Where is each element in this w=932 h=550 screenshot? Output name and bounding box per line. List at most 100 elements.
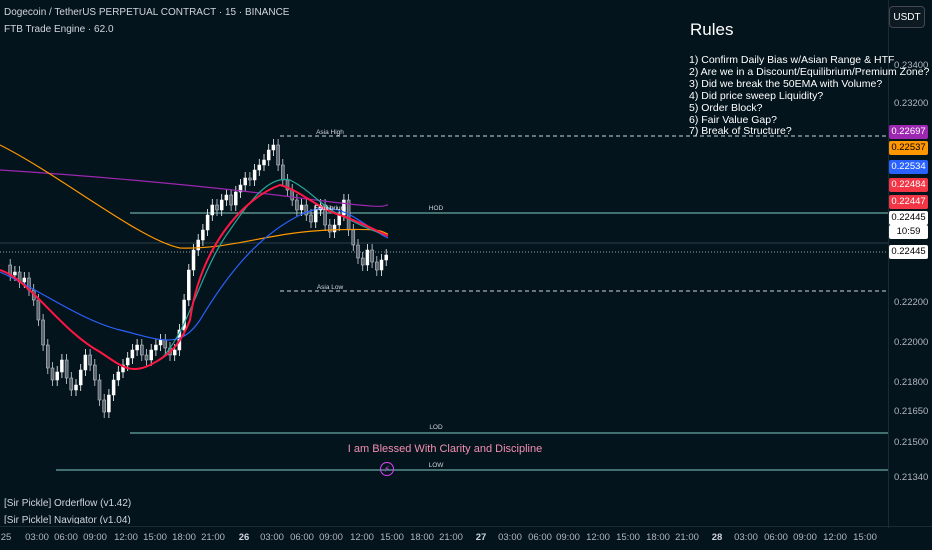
rule-item: 3) Did we break the 50EMA with Volume?	[689, 77, 883, 90]
candle-body	[276, 144, 280, 166]
last-price-tag: 0.22445	[889, 245, 928, 259]
candle-body	[83, 354, 88, 371]
candle-body	[64, 359, 69, 379]
candle-body	[78, 369, 83, 386]
candle-body	[234, 191, 238, 206]
candle-body	[248, 177, 252, 181]
candle-body	[187, 269, 191, 301]
candle-body	[102, 399, 106, 413]
rule-item: 5) Order Block?	[689, 101, 763, 114]
candle-body	[125, 357, 130, 366]
candle-body	[111, 379, 116, 396]
candle-body	[295, 199, 299, 211]
time-scale-divider	[0, 526, 932, 527]
equilibrium-label: Equilibrium	[313, 205, 347, 212]
candle-body	[182, 299, 186, 331]
time-axis-label: 15:00	[853, 532, 877, 543]
navigator-indicator-legend[interactable]: [Sir Pickle] Navigator (v1.04)	[4, 515, 131, 524]
time-axis-label: 21:00	[675, 532, 699, 543]
candle-body	[97, 379, 102, 401]
candle-body	[22, 277, 27, 283]
candle-body	[201, 229, 205, 241]
ema-orange-line	[0, 144, 389, 249]
rule-item: 2) Are we in a Discount/Equilibrium/Prem…	[689, 65, 930, 78]
candle-body	[107, 394, 111, 413]
time-axis-label: 15:00	[616, 532, 640, 543]
time-axis-label: 09:00	[319, 532, 343, 543]
price-axis-label: 0.22000	[894, 337, 929, 348]
candle-body	[205, 214, 210, 231]
level-lines	[0, 135, 888, 471]
candle-body	[266, 149, 271, 161]
rule-item: 4) Did price sweep Liquidity?	[689, 89, 824, 102]
price-tag-orange: 0.22537	[889, 141, 928, 155]
candle-body	[337, 214, 341, 226]
candle-body	[215, 204, 219, 211]
time-axis-label: 15:00	[380, 532, 404, 543]
candle-body	[281, 164, 285, 181]
rule-item: 7) Break of Structure?	[689, 125, 792, 138]
time-axis-label: 12:00	[350, 532, 374, 543]
price-tag-red: 0.22484	[889, 178, 928, 192]
candle-body	[46, 344, 50, 369]
candle-body	[309, 214, 313, 223]
candle-body	[370, 249, 374, 263]
candle-body	[262, 159, 266, 166]
candle-body	[135, 344, 139, 351]
candle-body	[140, 344, 144, 356]
candle-body	[41, 319, 45, 346]
currency-button[interactable]: USDT	[889, 6, 925, 28]
candle-body	[219, 199, 224, 211]
indicator-legend[interactable]: FTB Trade Engine · 62.0	[4, 24, 114, 35]
candle-body	[55, 371, 59, 381]
price-tag-purple: 0.22697	[889, 125, 928, 139]
candle-body	[351, 229, 356, 246]
symbol-title[interactable]: Dogecoin / TetherUS PERPETUAL CONTRACT ·…	[4, 7, 290, 18]
time-axis-label: 18:00	[172, 532, 196, 543]
price-scale-divider	[888, 0, 889, 528]
moving-averages	[0, 144, 389, 371]
time-axis-label: 03:00	[734, 532, 758, 543]
rule-item: 1) Confirm Daily Bias w/Asian Range & HT…	[689, 54, 895, 66]
candle-body	[224, 194, 229, 201]
price-axis-label: 0.21500	[894, 437, 929, 448]
candle-body	[342, 199, 346, 216]
candle-body	[116, 371, 121, 381]
price-axis-label: 0.23200	[894, 98, 929, 109]
candle-body	[229, 194, 233, 206]
candle-body	[304, 204, 309, 216]
candle-body	[328, 224, 332, 233]
time-axis-label: 03:00	[25, 532, 49, 543]
candle-body	[74, 384, 78, 391]
last-price-tag: 0.22445	[889, 211, 928, 225]
bar-countdown: 10:59	[889, 225, 928, 239]
rules-title: Rules	[690, 20, 734, 39]
candle-body	[60, 359, 64, 373]
rule-item: 6) Fair Value Gap?	[689, 113, 777, 126]
price-axis-label: 0.21800	[894, 377, 929, 388]
mantra-text: I am Blessed With Clarity and Discipline	[347, 443, 543, 455]
time-axis-label: 09:00	[793, 532, 817, 543]
candle-body	[299, 204, 304, 211]
candle-body	[121, 364, 125, 373]
time-axis-label: 26	[238, 532, 250, 543]
candle-body	[191, 249, 196, 271]
time-axis-label: 21:00	[201, 532, 225, 543]
candle-body	[149, 349, 153, 361]
candle-body	[252, 169, 257, 181]
candle-body	[290, 189, 294, 201]
price-axis-label: 0.23400	[894, 60, 929, 71]
time-axis-label: 06:00	[290, 532, 314, 543]
candle-body	[13, 271, 17, 276]
hod-label: HOD	[428, 205, 444, 212]
time-axis-label: 18:00	[646, 532, 670, 543]
time-axis-label: 27	[475, 532, 487, 543]
candle-body	[158, 339, 163, 346]
ema-red-line	[0, 183, 389, 371]
candlesticks	[8, 139, 388, 418]
lightning-icon[interactable]: ⚡	[380, 462, 394, 476]
time-axis-label: 06:00	[54, 532, 78, 543]
orderflow-indicator-legend[interactable]: [Sir Pickle] Orderflow (v1.42)	[4, 498, 132, 509]
candle-body	[154, 344, 158, 351]
